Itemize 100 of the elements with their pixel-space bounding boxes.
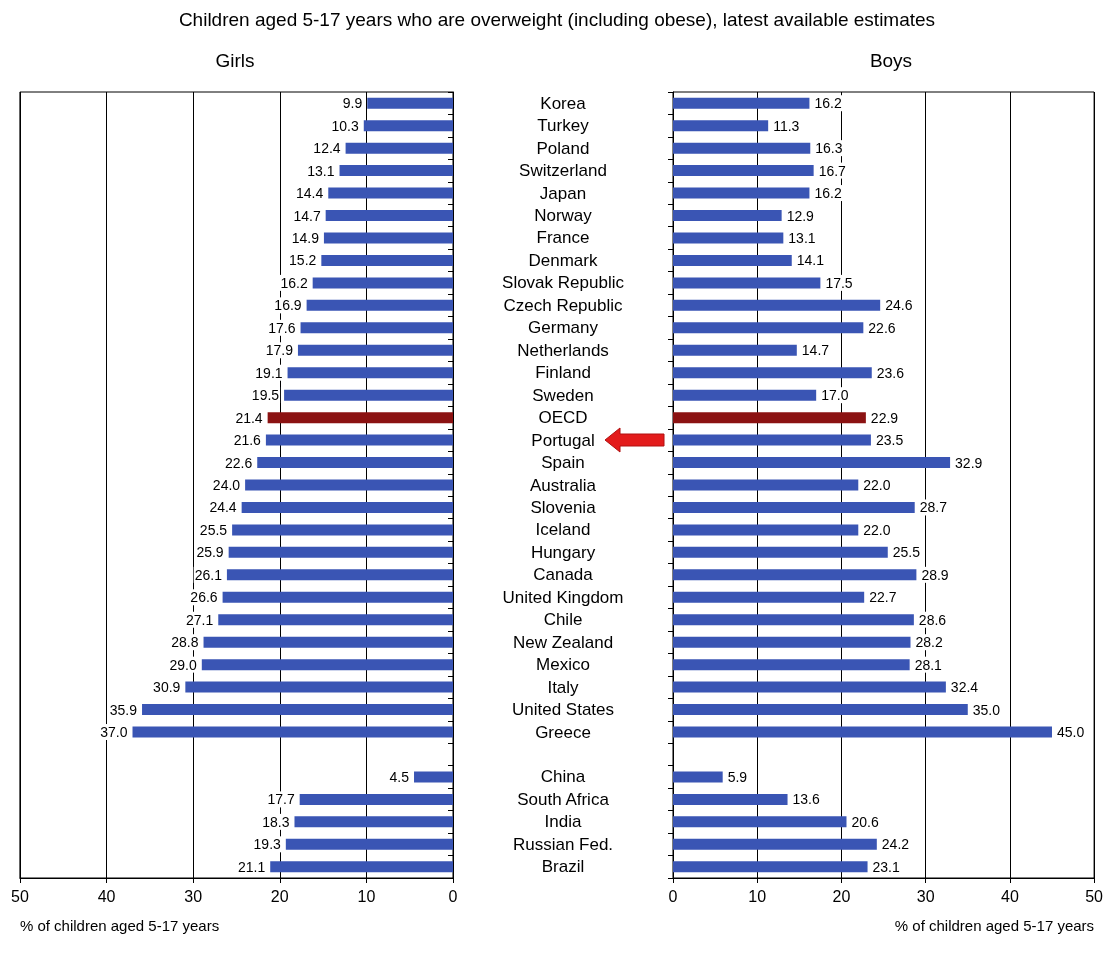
data-label: 28.7 bbox=[919, 499, 948, 516]
y-tick-label: Poland bbox=[536, 138, 590, 158]
y-tick-label: Switzerland bbox=[519, 161, 607, 181]
y-tick-label: Korea bbox=[540, 93, 587, 113]
data-label: 25.5 bbox=[199, 521, 228, 538]
bar bbox=[294, 816, 453, 828]
bar bbox=[673, 299, 881, 311]
bar bbox=[328, 187, 453, 199]
bar bbox=[345, 142, 453, 154]
y-tick-label: India bbox=[544, 812, 582, 832]
y-tick-label: OECD bbox=[538, 408, 588, 428]
bar bbox=[226, 569, 453, 581]
bar bbox=[306, 299, 453, 311]
bar bbox=[232, 524, 453, 536]
data-label: 19.5 bbox=[251, 387, 280, 404]
y-tick-label: Canada bbox=[533, 565, 594, 585]
bar bbox=[339, 165, 453, 177]
bar bbox=[297, 344, 453, 356]
bar bbox=[363, 120, 453, 132]
bar bbox=[673, 704, 968, 716]
bar bbox=[673, 277, 821, 289]
data-label: 35.0 bbox=[972, 701, 1001, 718]
data-label: 32.9 bbox=[955, 454, 983, 471]
data-label: 28.1 bbox=[914, 656, 943, 673]
data-label: 23.6 bbox=[876, 364, 905, 381]
bar bbox=[185, 681, 453, 693]
bar bbox=[257, 457, 453, 469]
data-label: 17.7 bbox=[267, 791, 295, 808]
y-tick-label: Italy bbox=[547, 677, 580, 697]
x-tick-label: 0 bbox=[448, 887, 458, 905]
bar bbox=[321, 254, 453, 266]
data-label: 22.7 bbox=[869, 589, 897, 606]
data-label: 19.1 bbox=[255, 364, 283, 381]
data-label: 22.9 bbox=[870, 409, 899, 426]
bar bbox=[673, 322, 864, 334]
bar bbox=[673, 546, 888, 558]
data-label: 16.9 bbox=[274, 297, 302, 314]
bar bbox=[222, 591, 453, 603]
data-label: 26.6 bbox=[190, 589, 218, 606]
x-axis-title: % of children aged 5-17 years bbox=[19, 917, 220, 934]
data-label: 17.9 bbox=[265, 342, 294, 359]
data-label: 29.0 bbox=[169, 656, 198, 673]
data-label: 37.0 bbox=[100, 724, 128, 741]
y-tick-label: Netherlands bbox=[517, 340, 609, 360]
bar bbox=[312, 277, 453, 289]
bar bbox=[284, 389, 453, 401]
y-tick-label: Slovak Republic bbox=[502, 273, 625, 293]
bar bbox=[673, 591, 865, 603]
y-tick-label: Germany bbox=[528, 318, 599, 338]
bar bbox=[241, 501, 453, 513]
bar bbox=[673, 344, 797, 356]
x-tick-label: 30 bbox=[916, 887, 935, 905]
bar bbox=[673, 838, 877, 850]
bar bbox=[270, 861, 453, 873]
x-tick-label: 10 bbox=[357, 887, 376, 905]
bar bbox=[132, 726, 453, 738]
y-tick-label: Russian Fed. bbox=[512, 834, 614, 854]
bar bbox=[285, 838, 453, 850]
bar bbox=[299, 793, 453, 805]
data-label: 21.4 bbox=[235, 409, 263, 426]
bar bbox=[267, 412, 453, 424]
text: Children aged 5-17 years who are overweight (including obese), latest available estimates bbox=[177, 8, 937, 32]
bar bbox=[673, 210, 782, 222]
data-label: 22.0 bbox=[863, 521, 891, 538]
y-tick-label: Turkey bbox=[537, 116, 590, 136]
x-tick-label: 40 bbox=[1000, 887, 1019, 905]
data-label: 14.7 bbox=[293, 207, 321, 224]
y-tick-label: South Africa bbox=[517, 789, 610, 809]
data-label: 16.3 bbox=[815, 140, 843, 157]
y-tick-label: France bbox=[536, 228, 590, 248]
bar bbox=[673, 524, 859, 536]
bar bbox=[265, 434, 453, 446]
bar bbox=[228, 546, 453, 558]
data-label: 11.3 bbox=[773, 117, 800, 134]
bar bbox=[201, 659, 453, 671]
y-tick-label: Slovenia bbox=[530, 497, 597, 517]
bar bbox=[367, 97, 453, 109]
data-label: 28.8 bbox=[171, 634, 199, 651]
bar bbox=[673, 501, 915, 513]
y-tick-label: Brazil bbox=[541, 857, 585, 877]
bar bbox=[300, 322, 453, 334]
bar bbox=[414, 771, 453, 783]
y-tick-label: United States bbox=[511, 700, 615, 720]
bar bbox=[673, 142, 811, 154]
x-axis-title: % of children aged 5-17 years bbox=[894, 917, 1095, 934]
data-label: 14.9 bbox=[291, 229, 320, 246]
y-tick-label: China bbox=[540, 767, 586, 787]
data-label: 12.4 bbox=[313, 140, 341, 157]
data-label: 20.6 bbox=[851, 813, 879, 830]
data-label: 13.6 bbox=[792, 791, 820, 808]
x-tick-label: 20 bbox=[270, 887, 289, 905]
data-label: 19.3 bbox=[253, 836, 282, 853]
bar bbox=[673, 771, 723, 783]
data-label: 27.1 bbox=[186, 611, 214, 628]
y-tick-label: Iceland bbox=[535, 520, 591, 540]
x-tick-label: 10 bbox=[748, 887, 767, 905]
bar bbox=[142, 704, 453, 716]
y-tick-label: Portugal bbox=[531, 430, 595, 450]
data-label: 24.6 bbox=[885, 297, 913, 314]
bar bbox=[673, 793, 788, 805]
